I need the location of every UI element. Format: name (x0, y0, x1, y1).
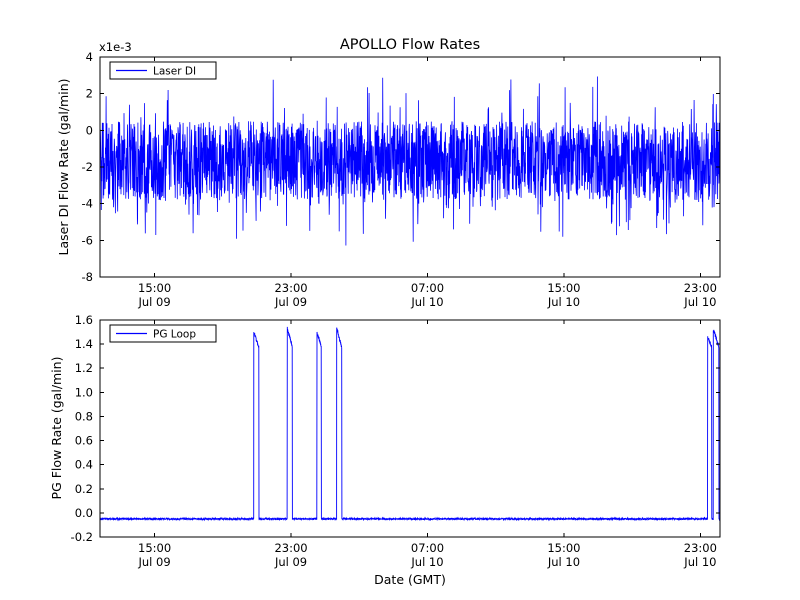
x-tick-date-label: Jul 10 (683, 295, 716, 309)
x-tick-time-label: 15:00 (138, 281, 171, 295)
series-line-pg-loop (99, 326, 721, 522)
y-tick-label: 1.6 (75, 313, 93, 327)
y-tick-label: 0.2 (75, 482, 93, 496)
x-tick-time-label: 07:00 (411, 281, 444, 295)
y-axis-offset-label: x1e-3 (99, 40, 132, 54)
x-tick-date-label: Jul 09 (274, 555, 307, 569)
x-tick-time-label: 07:00 (411, 541, 444, 555)
x-tick-date-label: Jul 10 (410, 295, 443, 309)
y-tick-label: -2 (82, 160, 93, 174)
x-tick-time-label: 15:00 (138, 541, 171, 555)
y-tick-label: 0 (86, 123, 93, 137)
top-legend-label: Laser DI (153, 66, 196, 78)
y-tick-label: 1.4 (75, 337, 93, 351)
y-tick-label: -4 (82, 197, 93, 211)
top-legend: Laser DI (109, 61, 217, 80)
top-y-axis-label: Laser DI Flow Rate (gal/min) (56, 79, 71, 256)
x-tick-date-label: Jul 10 (547, 555, 580, 569)
series-line-laser-di (99, 76, 721, 246)
y-tick-label: 0.6 (75, 434, 93, 448)
x-tick-time-label: 15:00 (547, 541, 580, 555)
y-tick-label: 1.2 (75, 361, 93, 375)
x-tick-date-label: Jul 10 (410, 555, 443, 569)
y-tick-label: -8 (82, 270, 93, 284)
figure-title: APOLLO Flow Rates (340, 37, 480, 53)
y-tick-label: 0.0 (75, 506, 93, 520)
y-tick-label: 1.0 (75, 385, 93, 399)
x-tick-time-label: 23:00 (274, 541, 307, 555)
x-tick-date-label: Jul 10 (547, 295, 580, 309)
y-tick-label: 4 (86, 50, 93, 64)
bottom-legend-label: PG Loop (153, 329, 196, 341)
y-tick-label: 2 (86, 87, 93, 101)
x-tick-date-label: Jul 09 (137, 295, 170, 309)
y-tick-label: -0.2 (71, 530, 93, 544)
x-tick-date-label: Jul 09 (274, 295, 307, 309)
x-tick-time-label: 23:00 (684, 541, 717, 555)
y-tick-label: 0.4 (75, 458, 93, 472)
top-legend-box (109, 61, 217, 80)
x-tick-time-label: 23:00 (684, 281, 717, 295)
bottom-legend-box (109, 324, 217, 343)
x-axis-label: Date (GMT) (374, 572, 446, 587)
x-tick-date-label: Jul 10 (683, 555, 716, 569)
bottom-y-axis-label: PG Flow Rate (gal/min) (49, 357, 64, 500)
y-tick-label: 0.8 (75, 409, 93, 423)
x-tick-time-label: 15:00 (547, 281, 580, 295)
x-tick-date-label: Jul 09 (137, 555, 170, 569)
y-tick-label: -6 (82, 233, 93, 247)
bottom-legend: PG Loop (109, 324, 217, 343)
x-tick-time-label: 23:00 (274, 281, 307, 295)
axes-frame (99, 319, 721, 538)
